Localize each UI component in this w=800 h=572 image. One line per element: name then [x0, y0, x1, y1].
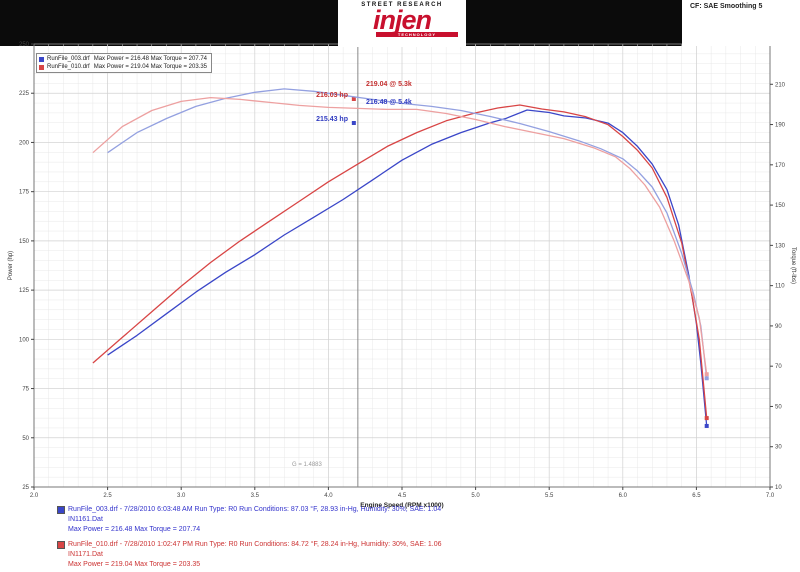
svg-text:25: 25 [22, 485, 29, 491]
svg-text:3.0: 3.0 [177, 493, 186, 499]
svg-text:Torque (ft-lbs): Torque (ft-lbs) [790, 247, 796, 284]
svg-text:110: 110 [775, 284, 785, 290]
run-annotation-red: RunFile_010.drf - 7/28/2010 1:02:47 PM R… [57, 540, 442, 570]
chart-legend: RunFile_003.drf Max Power = 216.48 Max T… [36, 53, 212, 73]
svg-text:250: 250 [19, 42, 30, 48]
legend-file-red: RunFile_010.drf [47, 64, 90, 70]
svg-text:75: 75 [22, 387, 29, 393]
svg-text:150: 150 [19, 239, 30, 245]
gear-ratio-note: G = 1.4883 [292, 462, 322, 468]
svg-text:125: 125 [19, 288, 30, 294]
svg-text:175: 175 [19, 190, 30, 196]
svg-text:2.5: 2.5 [103, 493, 112, 499]
injen-logo: STREET RESEARCH injen TECHNOLOGY [338, 0, 466, 47]
svg-text:6.5: 6.5 [692, 493, 701, 499]
svg-text:6.0: 6.0 [619, 493, 628, 499]
red-run-maxvalues: Max Power = 219.04 Max Torque = 203.35 [68, 561, 201, 568]
injen-brand-text: injen [372, 5, 432, 35]
street-research-label: STREET RESEARCH [361, 2, 443, 8]
blue-run-conditions: RunFile_003.drf - 7/28/2010 6:03:48 AM R… [68, 506, 442, 513]
peak-label-red: 219.04 @ 5.3k [366, 81, 412, 88]
svg-text:50: 50 [775, 404, 782, 410]
svg-text:200: 200 [19, 140, 30, 146]
run-annotation-blue: RunFile_003.drf - 7/28/2010 6:03:48 AM R… [57, 505, 441, 535]
svg-text:210: 210 [775, 82, 786, 88]
svg-text:225: 225 [19, 91, 30, 97]
red-run-conditions: RunFile_010.drf - 7/28/2010 1:02:47 PM R… [68, 541, 442, 548]
injen-tagline-bar: TECHNOLOGY [376, 32, 458, 37]
cursor-value-red-power: 216.03 hp [316, 92, 348, 99]
svg-text:5.5: 5.5 [545, 493, 554, 499]
red-run-swatch [57, 541, 65, 549]
svg-text:100: 100 [19, 337, 30, 343]
legend-file-blue: RunFile_003.drf [47, 56, 90, 62]
blue-series-swatch [39, 56, 44, 62]
svg-text:130: 130 [775, 243, 786, 249]
blue-run-datafile: IN1161.Dat [68, 516, 103, 523]
svg-text:4.0: 4.0 [324, 493, 333, 499]
svg-text:190: 190 [775, 123, 786, 129]
legend-summary-red: Max Power = 219.04 Max Torque = 203.35 [93, 64, 207, 70]
svg-text:90: 90 [775, 324, 782, 330]
svg-text:Engine Speed (RPM x1000): Engine Speed (RPM x1000) [360, 502, 443, 509]
blue-run-maxvalues: Max Power = 216.48 Max Torque = 207.74 [68, 526, 201, 533]
red-series-swatch [39, 64, 44, 70]
svg-text:3.5: 3.5 [251, 493, 260, 499]
correction-factor-box: CF: SAE Smoothing 5 [682, 0, 800, 46]
blue-run-swatch [57, 506, 65, 514]
svg-text:170: 170 [775, 163, 786, 169]
svg-text:Power (hp): Power (hp) [8, 251, 14, 280]
correction-factor-label: CF: SAE Smoothing 5 [690, 3, 763, 10]
legend-row-red: RunFile_010.drf Max Power = 219.04 Max T… [39, 63, 207, 71]
legend-summary-blue: Max Power = 216.48 Max Torque = 207.74 [93, 56, 207, 62]
peak-label-blue: 216.48 @ 5.4k [366, 99, 412, 106]
svg-text:50: 50 [22, 436, 29, 442]
svg-text:10: 10 [775, 485, 782, 491]
cursor-value-blue-power: 215.43 hp [316, 116, 348, 123]
legend-row-blue: RunFile_003.drf Max Power = 216.48 Max T… [39, 55, 207, 63]
svg-text:7.0: 7.0 [766, 493, 775, 499]
svg-text:30: 30 [775, 445, 782, 451]
svg-text:5.0: 5.0 [471, 493, 480, 499]
svg-text:4.5: 4.5 [398, 493, 407, 499]
svg-text:70: 70 [775, 364, 782, 370]
red-run-datafile: IN1171.Dat [68, 551, 103, 558]
svg-text:150: 150 [775, 203, 786, 209]
svg-text:2.0: 2.0 [30, 493, 39, 499]
